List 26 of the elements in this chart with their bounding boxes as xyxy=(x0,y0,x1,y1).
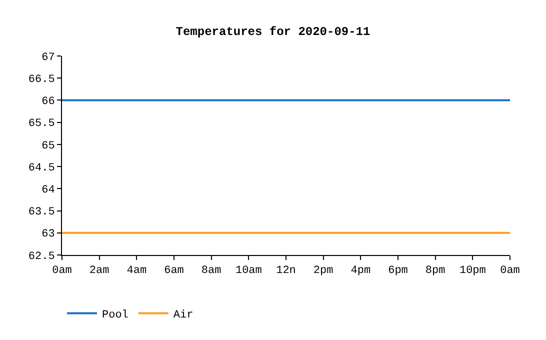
x-tick-label: 10am xyxy=(235,265,262,278)
y-tick-label: 65.5 xyxy=(28,118,55,130)
y-tick-label: 64 xyxy=(42,184,56,197)
chart-title: Temperatures for 2020-09-11 xyxy=(176,25,370,40)
y-tick-label: 65 xyxy=(42,140,55,152)
x-tick-label: 4am xyxy=(126,265,147,278)
legend-label: Air xyxy=(173,310,194,322)
legend-label: Pool xyxy=(102,310,128,322)
x-tick-label: 0am xyxy=(52,265,72,278)
x-tick-label: 8pm xyxy=(425,265,446,278)
y-tick-label: 64.5 xyxy=(28,162,55,174)
x-tick-label: 4pm xyxy=(350,265,371,278)
y-tick-label: 62.5 xyxy=(28,250,55,263)
y-tick-label: 66 xyxy=(42,96,55,108)
x-tick-label: 12n xyxy=(276,265,296,278)
x-tick-label: 2pm xyxy=(313,265,334,278)
y-tick-label: 63 xyxy=(42,228,55,241)
x-tick-label: 0am xyxy=(500,265,520,278)
x-tick-label: 10pm xyxy=(459,265,486,278)
y-tick-label: 63.5 xyxy=(28,206,55,219)
x-tick-label: 8am xyxy=(201,265,222,278)
x-tick-label: 2am xyxy=(89,265,110,278)
y-tick-label: 67 xyxy=(42,52,55,64)
y-tick-label: 66.5 xyxy=(28,74,55,86)
x-tick-label: 6am xyxy=(164,265,184,278)
x-tick-label: 6pm xyxy=(388,265,408,278)
